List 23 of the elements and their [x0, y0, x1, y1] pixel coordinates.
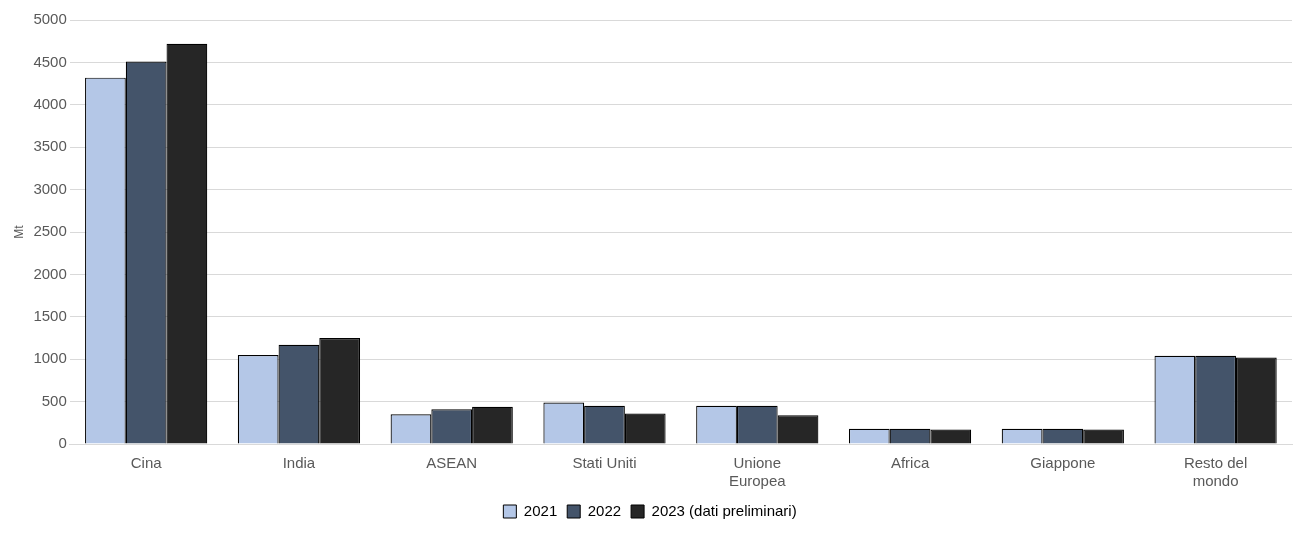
- y-tick-label: 3500: [33, 137, 67, 155]
- legend-label: 2021: [523, 501, 558, 519]
- legend-label: 2023 (dati preliminari): [651, 501, 797, 519]
- y-tick-label: 5000: [33, 10, 67, 28]
- y-tick-label: 4000: [33, 94, 67, 112]
- y-tick-label: 500: [41, 391, 67, 409]
- y-tick-label: 0: [58, 434, 67, 452]
- x-tick-label: Stati Uniti: [572, 454, 637, 472]
- y-tick-label: 2500: [33, 222, 67, 240]
- legend-label: 2022: [587, 501, 622, 519]
- x-tick-label: Giappone: [1030, 454, 1096, 472]
- y-axis-title: Mt: [11, 224, 26, 239]
- y-tick-label: 1500: [33, 306, 67, 324]
- y-tick-label: 1000: [33, 349, 67, 367]
- x-tick-label: Africa: [890, 454, 930, 472]
- x-tick-label: Cina: [130, 454, 163, 472]
- y-tick-label: 4500: [33, 52, 67, 70]
- x-tick-label: Resto del mondo: [1183, 454, 1248, 490]
- y-tick-label: 3000: [33, 179, 67, 197]
- y-tick-label: 2000: [33, 264, 67, 282]
- x-tick-label: ASEAN: [426, 454, 478, 472]
- x-tick-label: Unione Europea: [728, 454, 787, 490]
- x-tick-label: India: [282, 454, 316, 472]
